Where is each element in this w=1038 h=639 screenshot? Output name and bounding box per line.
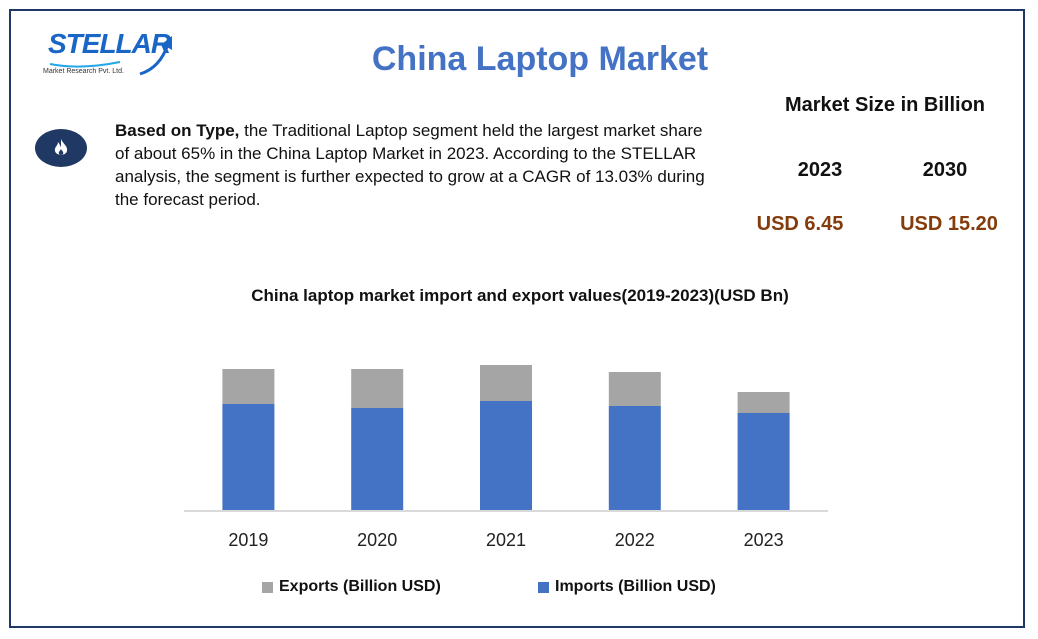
legend-label-exports: Exports (Billion USD) (279, 578, 441, 595)
exports-bar-2022 (608, 372, 661, 406)
imports-bar-2021 (480, 401, 532, 510)
summary-text: Based on Type, the Traditional Laptop se… (115, 119, 715, 211)
x-tick-label: 2022 (615, 530, 655, 550)
x-tick-label: 2019 (228, 530, 268, 550)
market-size-title: Market Size in Billion (784, 94, 986, 116)
imports-bar-2019 (222, 404, 275, 510)
x-tick-label: 2023 (744, 530, 784, 550)
imports-bar-2022 (608, 406, 661, 510)
imports-bar-2023 (737, 413, 790, 510)
summary-bold: Based on Type, (115, 121, 240, 140)
flame-icon (35, 129, 87, 167)
year-2023-label: 2023 (797, 159, 843, 181)
summary-body: the Traditional Laptop segment held the … (115, 121, 705, 209)
year-2030-label: 2030 (922, 159, 968, 181)
market-value-2030: USD 15.20 (900, 213, 998, 232)
exports-bar-2019 (222, 369, 275, 404)
page-title: China Laptop Market (371, 40, 709, 78)
stellar-logo: STELLAR Market Research Pvt. Ltd. (40, 22, 180, 82)
chart-title: China laptop market import and export va… (251, 286, 789, 305)
logo-subtitle: Market Research Pvt. Ltd. (43, 68, 124, 75)
exports-bar-2023 (737, 392, 790, 413)
legend-imports: Imports (Billion USD) (538, 578, 716, 596)
logo-swoosh-icon (49, 36, 172, 76)
legend-swatch-imports (538, 581, 549, 593)
exports-bar-2021 (480, 365, 532, 401)
logo-wordmark: STELLAR (48, 28, 171, 59)
x-tick-label: 2021 (486, 530, 526, 550)
market-value-2023: USD 6.45 (756, 213, 844, 232)
legend-swatch-exports (262, 581, 273, 593)
imports-bar-2020 (351, 408, 404, 510)
legend-label-imports: Imports (Billion USD) (555, 578, 716, 595)
exports-bar-2020 (351, 369, 404, 408)
infographic-frame (9, 9, 1025, 628)
x-tick-label: 2020 (357, 530, 397, 550)
legend-exports: Exports (Billion USD) (262, 578, 441, 596)
